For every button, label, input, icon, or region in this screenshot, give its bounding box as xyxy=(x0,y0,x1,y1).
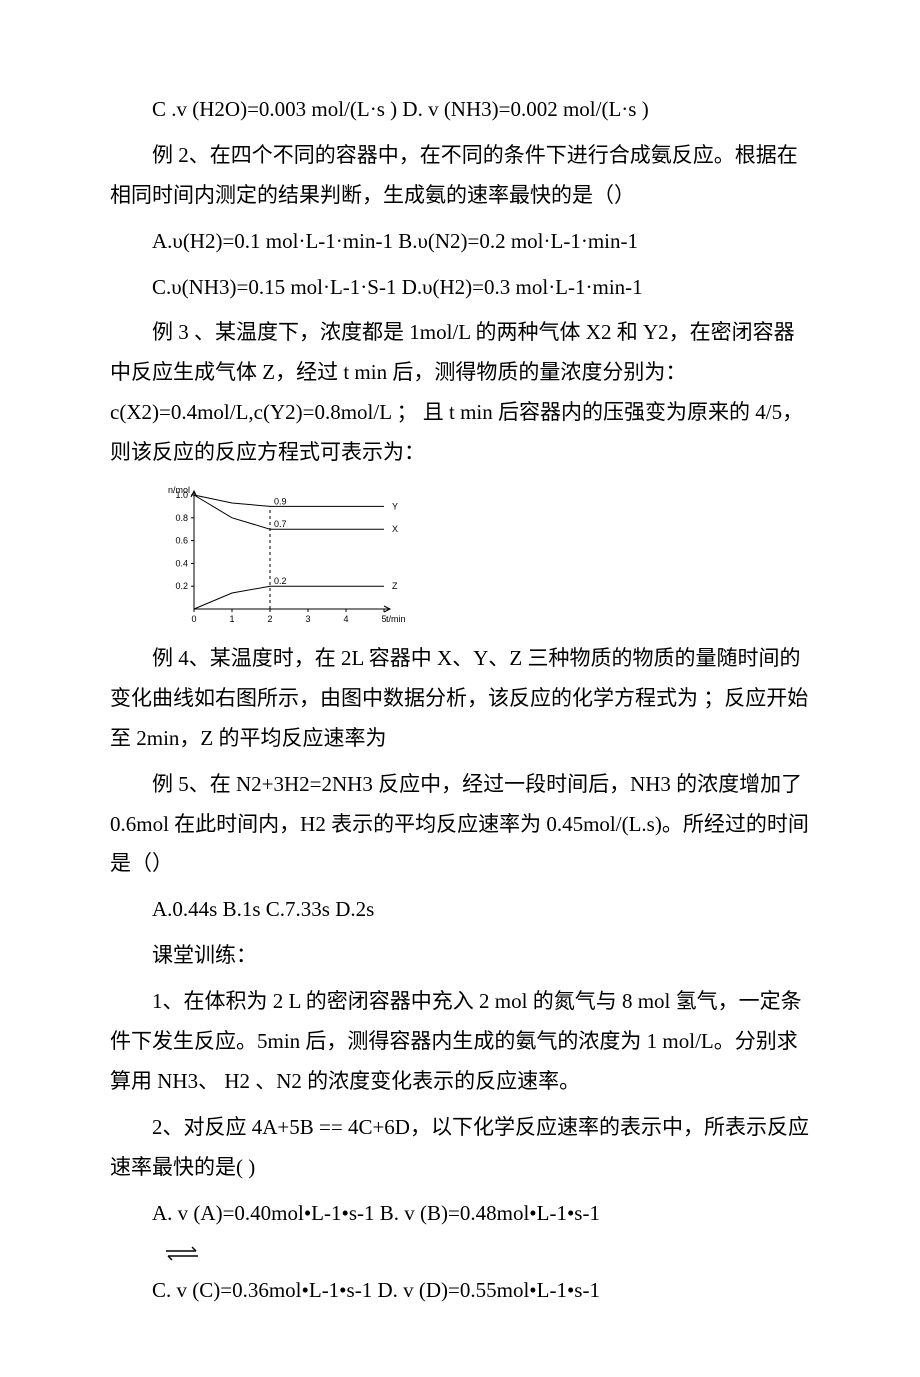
svg-text:0.7: 0.7 xyxy=(274,519,287,529)
svg-text:0.2: 0.2 xyxy=(175,581,188,591)
class-exercise-heading: 课堂训练： xyxy=(110,936,810,976)
svg-text:0.8: 0.8 xyxy=(175,513,188,523)
exercise-1: 1、在体积为 2 L 的密闭容器中充入 2 mol 的氮气与 8 mol 氢气，… xyxy=(110,982,810,1102)
example-5-options: A.0.44s B.1s C.7.33s D.2s xyxy=(110,890,810,930)
svg-text:0.6: 0.6 xyxy=(175,536,188,546)
exercise-2-options-cd: C. v (C)=0.36mol•L-1•s-1 D. v (D)=0.55mo… xyxy=(110,1271,810,1311)
svg-text:0.4: 0.4 xyxy=(175,558,188,568)
document-page: C .v (H2O)=0.003 mol/(L·s ) D. v (NH3)=0… xyxy=(0,0,920,1377)
svg-text:0: 0 xyxy=(191,614,196,624)
example-3: 例 3 、某温度下，浓度都是 1mol/L 的两种气体 X2 和 Y2，在密闭容… xyxy=(110,313,810,473)
svg-text:X: X xyxy=(392,524,398,534)
svg-text:Z: Z xyxy=(392,581,398,591)
option-line-cd: C .v (H2O)=0.003 mol/(L·s ) D. v (NH3)=0… xyxy=(110,90,810,130)
example-5: 例 5、在 N2+3H2=2NH3 反应中，经过一段时间后，NH3 的浓度增加了… xyxy=(110,765,810,885)
example-2-options-cd: C.υ(NH3)=0.15 mol·L-1·S-1 D.υ(H2)=0.3 mo… xyxy=(110,268,810,308)
example-2-options-ab: A.υ(H2)=0.1 mol·L-1·min-1 B.υ(N2)=0.2 mo… xyxy=(110,222,810,262)
example-2: 例 2、在四个不同的容器中，在不同的条件下进行合成氨反应。根据在相同时间内测定的… xyxy=(110,136,810,216)
equilibrium-symbol xyxy=(162,1239,810,1270)
exercise-2: 2、对反应 4A+5B == 4C+6D，以下化学反应速率的表示中，所表示反应速… xyxy=(110,1108,810,1188)
concentration-chart: 0.20.40.60.81.0012345n/molt/minY0.9X0.7Z… xyxy=(152,481,810,631)
svg-text:4: 4 xyxy=(343,614,348,624)
svg-text:n/mol: n/mol xyxy=(168,485,190,495)
example-4: 例 4、某温度时，在 2L 容器中 X、Y、Z 三种物质的物质的量随时间的变化曲… xyxy=(110,639,810,759)
svg-text:t/min: t/min xyxy=(386,614,406,624)
svg-text:Y: Y xyxy=(392,501,398,511)
svg-text:0.2: 0.2 xyxy=(274,576,287,586)
svg-text:3: 3 xyxy=(305,614,310,624)
svg-text:0.9: 0.9 xyxy=(274,496,287,506)
exercise-2-options-ab: A. v (A)=0.40mol•L-1•s-1 B. v (B)=0.48mo… xyxy=(110,1194,810,1234)
svg-text:1: 1 xyxy=(229,614,234,624)
svg-text:2: 2 xyxy=(267,614,272,624)
